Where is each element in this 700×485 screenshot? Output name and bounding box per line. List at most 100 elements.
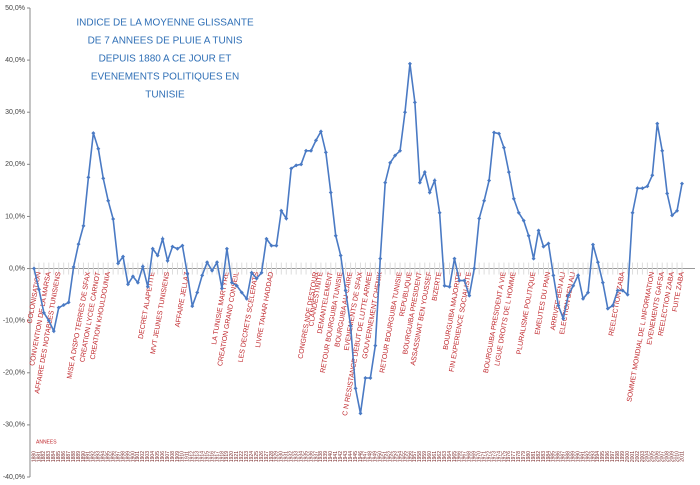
x-tick-label: 2004 [645, 451, 651, 462]
data-point [571, 283, 576, 288]
data-point [121, 254, 126, 259]
data-point [170, 244, 175, 249]
x-tick-label: 1909 [175, 451, 181, 462]
x-tick-label: 1931 [284, 451, 290, 462]
x-tick-label: 1888 [71, 451, 77, 462]
x-tick-label: 1984 [546, 451, 552, 462]
data-point [645, 184, 650, 189]
x-tick-label: 1991 [580, 451, 586, 462]
data-point [215, 260, 220, 265]
data-point [284, 216, 289, 221]
data-point [249, 270, 254, 275]
data-point [130, 274, 135, 279]
data-point [234, 283, 239, 288]
x-tick-label: 2009 [669, 451, 675, 462]
y-tick-label: 30,0% [5, 109, 25, 116]
x-tick-label: 1996 [605, 451, 611, 462]
x-tick-label: 1881 [36, 451, 42, 462]
x-tick-label: 1948 [368, 451, 374, 462]
x-tick-label: 1925 [254, 451, 260, 462]
data-point [398, 148, 403, 153]
x-tick-label: 1890 [81, 451, 87, 462]
y-tick-label: -20,0% [3, 370, 25, 377]
data-point [368, 375, 373, 380]
data-point [135, 280, 140, 285]
data-point [516, 210, 521, 215]
x-tick-label: 1946 [358, 451, 364, 462]
x-tick-label: 1968 [467, 451, 473, 462]
x-tick-label: 1942 [338, 451, 344, 462]
data-point [467, 293, 472, 298]
data-point [106, 198, 111, 203]
x-tick-label: 1930 [279, 451, 285, 462]
x-tick-label: 1908 [170, 451, 176, 462]
x-tick-label: 1945 [353, 451, 359, 462]
data-point [96, 146, 101, 151]
x-tick-label: 1940 [328, 451, 334, 462]
data-point [383, 180, 388, 185]
data-point [581, 296, 586, 301]
data-point [195, 290, 200, 295]
x-tick-label: 1962 [437, 451, 443, 462]
x-tick-label: 1985 [551, 451, 557, 462]
x-tick-label: 1950 [378, 451, 384, 462]
x-tick-label: 1988 [566, 451, 572, 462]
x-tick-label: 1998 [615, 451, 621, 462]
data-point [289, 166, 294, 171]
x-tick-label: 1952 [387, 451, 393, 462]
data-point [427, 190, 432, 195]
data-point [244, 296, 249, 301]
data-point [531, 256, 536, 261]
x-tick-label: 1913 [195, 451, 201, 462]
data-point [348, 323, 353, 328]
x-tick-label: 1885 [56, 451, 62, 462]
x-tick-label: 1924 [249, 451, 255, 462]
x-tick-label: 1949 [373, 451, 379, 462]
x-tick-label: 1982 [536, 451, 542, 462]
x-tick-label: 1970 [477, 451, 483, 462]
x-tick-label: 2006 [655, 451, 661, 462]
x-tick-label: 1938 [318, 451, 324, 462]
x-tick-label: 1994 [595, 451, 601, 462]
x-tick-label: 2007 [660, 451, 666, 462]
x-tick-label: 2002 [635, 451, 641, 462]
data-point [655, 121, 660, 126]
data-point [81, 223, 86, 228]
data-point [615, 288, 620, 293]
data-point [600, 280, 605, 285]
x-tick-label: 2008 [664, 451, 670, 462]
chart-title: DE 7 ANNEES DE PLUIE A TUNIS [88, 36, 243, 47]
data-point [313, 138, 318, 143]
data-point [269, 243, 274, 248]
x-tick-label: 1965 [452, 451, 458, 462]
x-tick-label: 1906 [160, 451, 166, 462]
x-tick-label: 1895 [106, 451, 112, 462]
x-tick-label: 2000 [625, 451, 631, 462]
data-point [625, 292, 630, 297]
x-tick-label: 1923 [244, 451, 250, 462]
x-tick-label: 1944 [348, 451, 354, 462]
x-tick-label: 1922 [239, 451, 245, 462]
x-tick-label: 1902 [140, 451, 146, 462]
x-tick-label: 1983 [541, 451, 547, 462]
x-tick-label: 1900 [130, 451, 136, 462]
data-point [32, 266, 36, 271]
data-point [111, 217, 116, 222]
data-point [610, 303, 615, 308]
chart-title: EVENEMENTS POLITIQUES EN [91, 72, 239, 83]
x-tick-label: 1929 [274, 451, 280, 462]
x-tick-label: 1987 [561, 451, 567, 462]
data-point [140, 264, 145, 269]
data-point [605, 306, 610, 311]
data-point [506, 170, 511, 175]
data-point [402, 110, 407, 115]
x-tick-label: 1956 [407, 451, 413, 462]
data-point [680, 181, 684, 186]
data-point [205, 260, 210, 265]
x-tick-label: 1972 [486, 451, 492, 462]
data-point [412, 100, 417, 105]
x-tick-label: 1932 [289, 451, 295, 462]
data-point [452, 256, 457, 261]
data-point [363, 375, 368, 380]
